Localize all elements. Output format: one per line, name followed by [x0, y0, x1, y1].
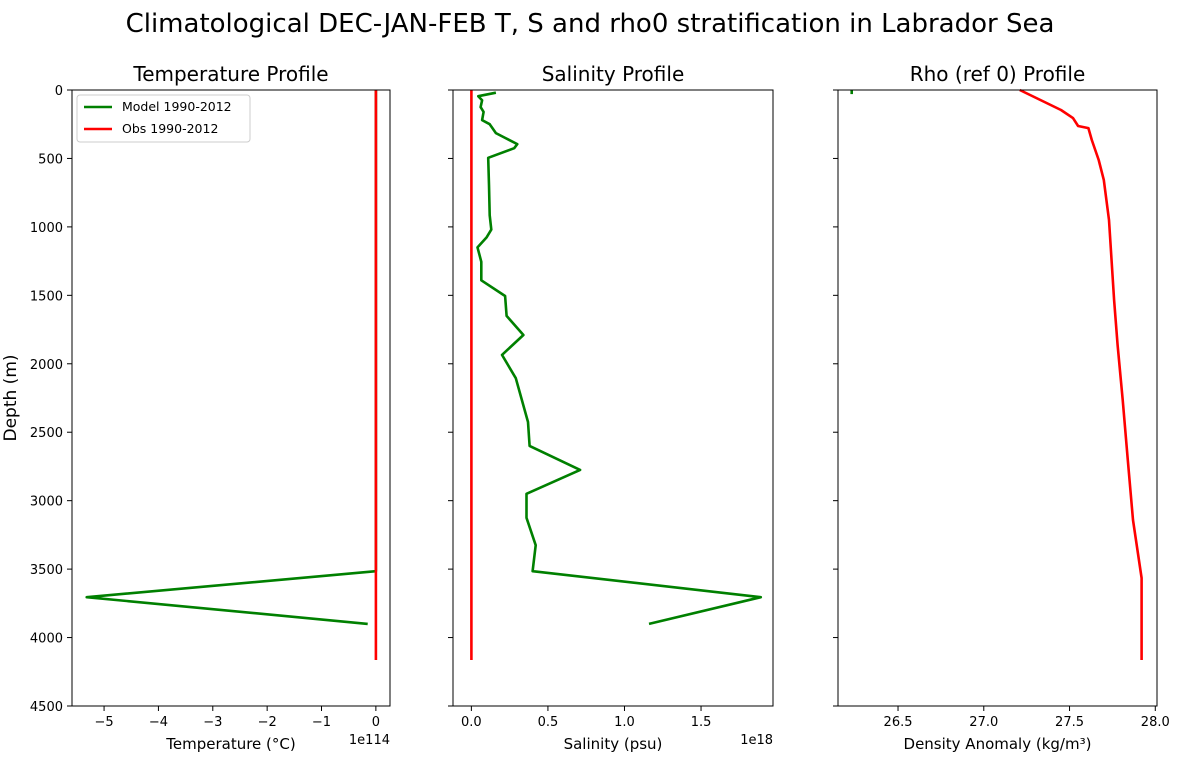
x-tick-label: 0.0	[461, 715, 482, 730]
panel-1: Salinity Profile 0.0 0.5 1.0 1.5 Salinity (ps…	[448, 62, 774, 753]
series-line-model	[476, 91, 763, 626]
y-tick-label: 1500	[30, 289, 63, 304]
x-tick-label: 1.5	[691, 715, 712, 730]
series-line-obs	[1019, 88, 1143, 660]
legend-box	[76, 94, 251, 143]
y-tick-label: 500	[38, 152, 63, 167]
x-offset-label: 1e114	[349, 733, 390, 748]
x-tick-label: 1.0	[614, 715, 635, 730]
axes-frame	[71, 89, 391, 707]
y-tick-label: 0	[55, 84, 63, 99]
panel-title: Temperature Profile	[132, 62, 328, 86]
axes-frame	[452, 89, 774, 707]
x-axis-label: Salinity (psu)	[564, 735, 663, 753]
x-tick-label: −1	[312, 715, 331, 730]
panel-title: Salinity Profile	[542, 62, 685, 86]
y-tick-label: 3500	[30, 563, 63, 578]
x-tick-label: −4	[149, 715, 168, 730]
x-tick-label: 26.5	[884, 715, 913, 730]
x-tick-label: −5	[94, 715, 113, 730]
x-tick-label: 27.0	[969, 715, 998, 730]
x-tick-label: −3	[203, 715, 222, 730]
axes-frame	[837, 89, 1158, 707]
y-tick-label: 3000	[30, 495, 63, 510]
x-axis-label: Temperature (°C)	[165, 735, 295, 753]
x-tick-label: 27.5	[1055, 715, 1084, 730]
x-offset-label: 1e18	[740, 733, 773, 748]
x-axis-label: Density Anomaly (kg/m³)	[904, 735, 1092, 753]
x-tick-label: −2	[258, 715, 277, 730]
legend-label: Model 1990-2012	[122, 99, 232, 114]
legend-label: Obs 1990-2012	[122, 121, 218, 136]
panel-2: Rho (ref 0) Profile 26.5 27.0 27.5 28.0 Densi…	[833, 62, 1170, 753]
y-axis-label: Depth (m)	[1, 354, 21, 441]
x-tick-label: 0.5	[538, 715, 559, 730]
panel-title: Rho (ref 0) Profile	[910, 62, 1086, 86]
y-tick-label: 4500	[30, 700, 63, 715]
y-tick-label: 2500	[30, 426, 63, 441]
y-tick-label: 2000	[30, 358, 63, 373]
series-line-model	[85, 90, 378, 626]
panel-0: Temperature Profile −5 −4 −3 −2 −1 0 Temperatur…	[30, 62, 391, 753]
x-tick-label: 0	[372, 715, 380, 730]
y-tick-label: 1000	[30, 221, 63, 236]
figure-title: Climatological DEC-JAN-FEB T, S and rho0…	[126, 9, 1055, 39]
legend: Model 1990-2012 Obs 1990-2012	[76, 94, 251, 143]
y-tick-label: 4000	[30, 632, 63, 647]
x-tick-label: 28.0	[1141, 715, 1170, 730]
